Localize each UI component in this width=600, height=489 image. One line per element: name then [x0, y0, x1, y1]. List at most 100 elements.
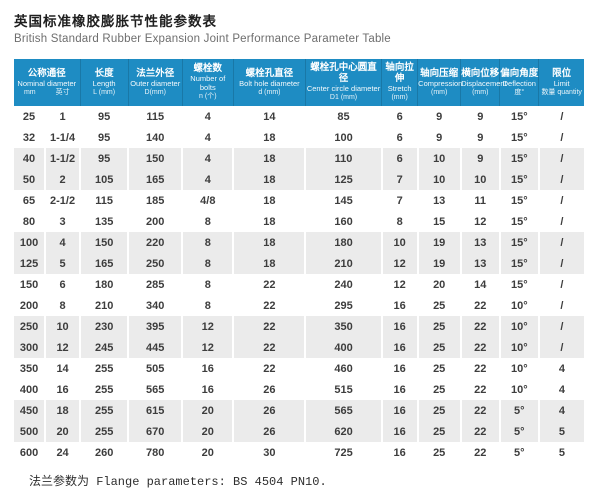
cell: 7: [381, 190, 419, 211]
cell: 22: [233, 274, 307, 295]
cell: 8: [381, 211, 419, 232]
cell: 25: [417, 295, 462, 316]
header-cell-limit: 限位 Limit 数量 quantity: [538, 59, 584, 106]
cell: 340: [128, 295, 184, 316]
header-row: 公称通径 Nominal diameter mm 英寸 长度 Length L (mm) 法兰…: [14, 59, 584, 106]
cell: 20: [417, 274, 462, 295]
cell: 565: [305, 400, 383, 421]
table-row: 80 3 135 200 8 18 160 8 15 12 15° /: [14, 211, 584, 232]
cell: 10°: [499, 295, 540, 316]
cell: 22: [460, 358, 501, 379]
cell: 500: [14, 421, 47, 442]
cell: 10°: [499, 337, 540, 358]
cell: 32: [14, 127, 47, 148]
cell: 13: [460, 232, 501, 253]
cell: 9: [460, 127, 501, 148]
cell: 8: [182, 253, 235, 274]
table-row: 400 16 255 565 16 26 515 16 25 22 10° 4: [14, 379, 584, 400]
header-label-en: Displacement: [461, 78, 507, 88]
cell: 8: [45, 295, 82, 316]
cell: 5: [538, 421, 584, 442]
table-row: 350 14 255 505 16 22 460 16 25 22 10° 4: [14, 358, 584, 379]
cell: 460: [305, 358, 383, 379]
cell: 6: [381, 127, 419, 148]
table-row: 150 6 180 285 8 22 240 12 20 14 15° /: [14, 274, 584, 295]
cell: 140: [128, 127, 184, 148]
cell: 210: [80, 295, 130, 316]
cell: 3: [45, 211, 82, 232]
table-row: 65 2-1/2 115 185 4/8 18 145 7 13 11 15° /: [14, 190, 584, 211]
cell: 400: [305, 337, 383, 358]
header-label-zh: 螺栓数: [193, 63, 223, 74]
cell: /: [538, 316, 584, 337]
header-unit: 度°: [514, 88, 525, 96]
cell: 16: [381, 337, 419, 358]
header-unit: d (mm): [258, 88, 281, 96]
cell: 565: [128, 379, 184, 400]
cell: 15°: [499, 253, 540, 274]
cell: 14: [233, 106, 307, 127]
header-cell-length: 长度 Length L (mm): [80, 59, 129, 106]
cell: 615: [128, 400, 184, 421]
header-unit: (mm): [431, 88, 448, 96]
cell: 18: [233, 190, 307, 211]
cell: 20: [45, 421, 82, 442]
header-label-zh: 限位: [552, 67, 572, 79]
cell: 115: [128, 106, 184, 127]
header-sub-unit: mm: [23, 88, 36, 96]
cell: 22: [233, 337, 307, 358]
cell: 8: [182, 232, 235, 253]
cell: 25: [417, 379, 462, 400]
cell: 20: [182, 421, 235, 442]
table-body: 25 1 95 115 4 14 85 6 9 9 15°/32 1-1/4 95 140 4 18 100 6 9…: [14, 106, 584, 463]
cell: 185: [128, 190, 184, 211]
cell: 22: [460, 295, 501, 316]
cell: 4: [558, 362, 565, 375]
cell: 150: [14, 274, 47, 295]
cell: 18: [233, 232, 307, 253]
cell: /: [560, 278, 564, 291]
cell: 16: [381, 295, 419, 316]
cell: 25: [417, 400, 462, 421]
cell: 20: [182, 442, 235, 463]
cell: 18: [233, 127, 307, 148]
cell: 2-1/2: [45, 190, 82, 211]
header-label-zh: 轴向压缩: [420, 67, 459, 79]
header-label-en: Limit: [553, 78, 570, 88]
header-cell-deflection: 偏向角度 Deflection 度°: [499, 59, 540, 106]
header-cell-compression: 轴向压缩 Compression (mm): [417, 59, 463, 106]
cell: 10°: [499, 358, 540, 379]
cell: 16: [182, 379, 235, 400]
cell: 165: [80, 253, 130, 274]
cell: 15°: [499, 148, 540, 169]
cell: 12: [381, 274, 419, 295]
cell: 16: [182, 358, 235, 379]
header-unit: (mm): [391, 94, 408, 101]
cell: 295: [305, 295, 383, 316]
cell: 4: [538, 400, 584, 421]
cell: 145: [305, 190, 383, 211]
cell: 620: [305, 421, 383, 442]
cell: 95: [80, 148, 130, 169]
header-label-en: Compression: [418, 78, 463, 88]
cell: 300: [14, 337, 47, 358]
cell: 18: [233, 211, 307, 232]
header-cell-displacement: 横向位移 Displacement (mm): [460, 59, 507, 106]
cell: 1-1/4: [45, 127, 82, 148]
cell: 40: [14, 148, 47, 169]
cell: 230: [80, 316, 130, 337]
cell: 7: [381, 169, 419, 190]
cell: 10: [417, 148, 462, 169]
cell: /: [538, 169, 584, 190]
header-label-en: Bolt hole diameter: [239, 78, 300, 88]
cell: /: [538, 148, 584, 169]
cell: 505: [128, 358, 184, 379]
header-label-en: Number of bolts: [190, 74, 226, 92]
cell: 80: [14, 211, 47, 232]
cell: 4: [182, 169, 235, 190]
table-row: 100 4 150 220 8 18 180 10 19 13 15° /: [14, 232, 584, 253]
cell: 400: [14, 379, 47, 400]
table-row: 600 24 260 780 20 30 725 16 25 22 5° 5: [14, 442, 584, 463]
cell: 260: [80, 442, 130, 463]
